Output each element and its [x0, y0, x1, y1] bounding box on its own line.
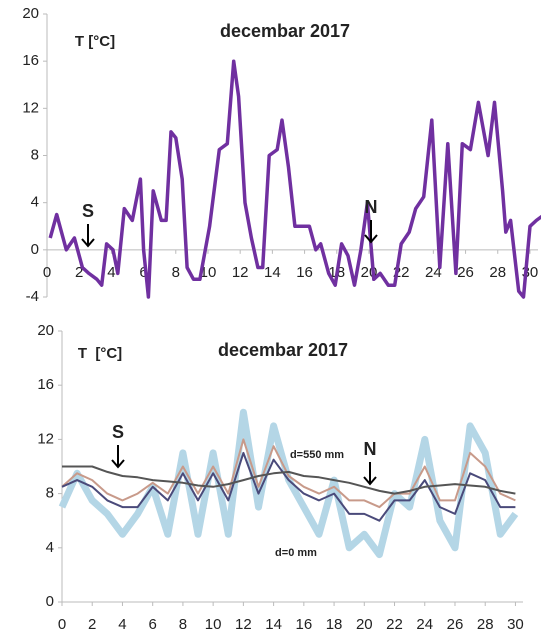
x-tick-label: 26: [447, 616, 464, 633]
x-tick-label: 4: [107, 264, 115, 281]
x-tick-label: 8: [172, 264, 180, 281]
series-line: [58, 408, 519, 559]
x-tick-label: 6: [149, 616, 157, 633]
y-tick-label: 8: [31, 146, 39, 163]
y-axis-label: T [°C]: [78, 345, 122, 362]
y-tick-label: 0: [46, 593, 54, 610]
x-tick-label: 16: [296, 264, 313, 281]
x-tick-label: 14: [265, 616, 282, 633]
annotation-arrow: [81, 224, 95, 248]
annotation: S: [82, 201, 94, 221]
x-tick-label: 14: [264, 264, 281, 281]
x-tick-label: 2: [88, 616, 96, 633]
x-tick-label: 24: [425, 264, 442, 281]
x-tick-label: 12: [235, 616, 252, 633]
x-tick-label: 24: [416, 616, 433, 633]
y-tick-label: 4: [46, 539, 54, 556]
y-tick-label: 12: [22, 99, 39, 116]
x-tick-label: 10: [200, 264, 217, 281]
x-tick-label: 28: [489, 264, 506, 281]
x-tick-label: 0: [43, 264, 51, 281]
y-tick-label: 16: [37, 376, 54, 393]
annotation-arrow: [364, 220, 378, 244]
x-tick-label: 2: [75, 264, 83, 281]
x-tick-label: 22: [386, 616, 403, 633]
series-line: [48, 59, 541, 299]
x-tick-label: 4: [118, 616, 126, 633]
x-tick-label: 0: [58, 616, 66, 633]
annotation: d=0 mm: [275, 547, 317, 559]
y-tick-label: -4: [26, 288, 39, 305]
annotation: N: [364, 439, 377, 459]
annotation: d=550 mm: [290, 449, 344, 461]
annotation: S: [112, 422, 124, 442]
y-tick-label: 4: [31, 194, 39, 211]
x-tick-label: 18: [326, 616, 343, 633]
x-tick-label: 6: [139, 264, 147, 281]
chart-title: decembar 2017: [220, 21, 350, 41]
y-tick-label: 0: [31, 241, 39, 258]
x-tick-label: 26: [457, 264, 474, 281]
series-line: [61, 438, 516, 509]
annotation-arrow: [111, 445, 125, 469]
annotation-arrow: [363, 462, 377, 486]
y-tick-label: 16: [22, 52, 39, 69]
y-tick-label: 20: [37, 322, 54, 339]
series-line: [61, 451, 516, 522]
y-tick-label: 12: [37, 430, 54, 447]
x-tick-label: 12: [232, 264, 249, 281]
y-tick-label: 20: [22, 5, 39, 22]
chart-title: decembar 2017: [218, 340, 348, 360]
x-tick-label: 10: [205, 616, 222, 633]
series-line: [62, 465, 516, 495]
x-tick-label: 8: [179, 616, 187, 633]
x-tick-label: 28: [477, 616, 494, 633]
x-tick-label: 20: [356, 616, 373, 633]
x-tick-label: 30: [507, 616, 524, 633]
annotation: N: [365, 197, 378, 217]
x-tick-label: 16: [295, 616, 312, 633]
y-axis-label: T [°C]: [75, 33, 115, 50]
y-tick-label: 8: [46, 485, 54, 502]
